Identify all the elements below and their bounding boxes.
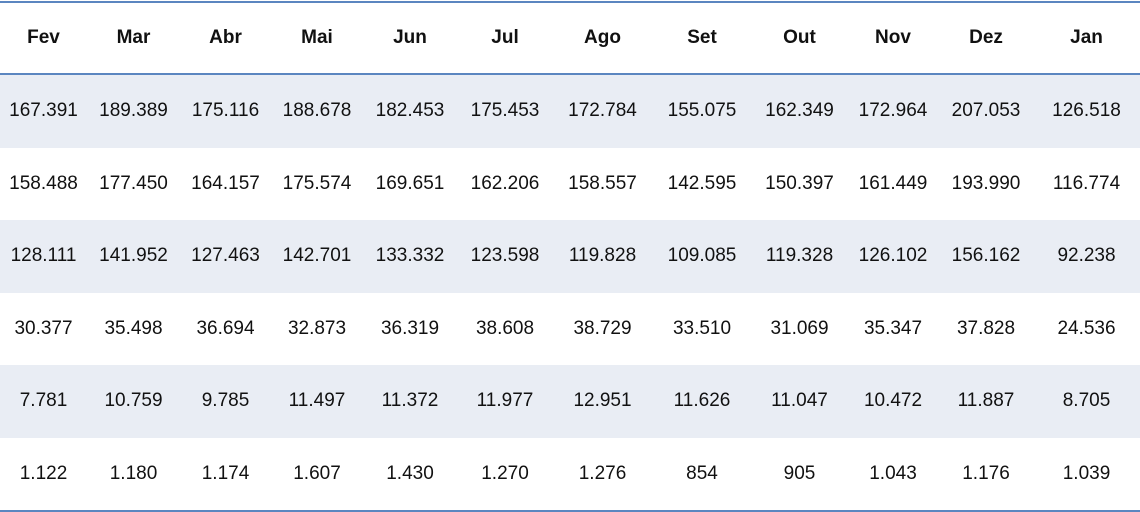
table-cell: 119.828 [553,220,652,293]
column-header: Jun [363,2,457,75]
table-cell: 31.069 [770,317,829,339]
table-cell: 33.510 [672,317,732,339]
table-row: 1.122 1.180 1.174 1.607 1.430 1.270 1.276 854 90… [0,438,1140,512]
table-cell: 126.102 [847,220,939,293]
table-cell: 11.047 [752,365,847,438]
table-row: 128.111 141.952 127.463 142.701 133.332 123.5… [0,220,1140,293]
table-cell: 167.391 [0,74,87,148]
table-cell: 162.206 [470,172,540,194]
table-cell: 30.377 [14,317,73,339]
table-row: 30.377 35.498 36.694 32.873 36.319 38.608 38.7… [0,293,1140,366]
table-cell: 1.122 [19,462,68,484]
table-cell: 150.397 [765,172,834,194]
table-cell: 169.651 [375,172,445,194]
table-cell: 10.759 [87,365,180,438]
table-row: 158.488 177.450 164.157 175.574 169.651 162.2… [0,148,1140,221]
table-cell: 11.626 [652,365,752,438]
table-cell: 24.536 [1057,317,1116,339]
table-cell: 141.952 [87,220,180,293]
table-cell: 10.472 [847,365,939,438]
table-cell: 207.053 [939,74,1033,148]
table-cell: 156.162 [939,220,1033,293]
table-cell: 11.497 [271,365,363,438]
column-header: Jan [1033,2,1140,75]
table-cell: 92.238 [1033,220,1140,293]
table-cell: 155.075 [652,74,752,148]
table-cell: 128.111 [0,220,87,293]
column-header: Dez [939,2,1033,75]
table-cell: 905 [783,462,816,484]
column-header: Fev [0,2,87,75]
table-cell: 1.176 [962,462,1010,484]
table-cell: 162.349 [752,74,847,148]
table-cell: 119.328 [752,220,847,293]
column-header: Nov [847,2,939,75]
table-cell: 182.453 [363,74,457,148]
table-cell: 1.607 [293,462,341,484]
table-cell: 8.705 [1033,365,1140,438]
table-cell: 11.977 [457,365,553,438]
table-cell: 188.678 [271,74,363,148]
table-cell: 189.389 [87,74,180,148]
table-cell: 127.463 [180,220,271,293]
table-cell: 12.951 [553,365,652,438]
table-cell: 1.043 [869,462,917,484]
table-cell: 38.608 [475,317,535,339]
table-cell: 164.157 [191,172,260,194]
table-cell: 1.276 [578,462,627,484]
column-header: Jul [457,2,553,75]
table-cell: 11.372 [363,365,457,438]
table-cell: 36.319 [380,317,440,339]
table-cell: 1.270 [481,462,529,484]
table-cell: 175.574 [282,172,352,194]
table-cell: 1.430 [386,462,434,484]
table-cell: 177.450 [99,172,168,194]
table-cell: 9.785 [180,365,271,438]
table-cell: 36.694 [196,317,255,339]
table-cell: 175.453 [457,74,553,148]
table-cell: 123.598 [457,220,553,293]
table-cell: 126.518 [1033,74,1140,148]
column-header: Ago [553,2,652,75]
table-cell: 172.964 [847,74,939,148]
table-row: 7.781 10.759 9.785 11.497 11.372 11.977 12.951… [0,365,1140,438]
table-cell: 37.828 [956,317,1016,339]
table-cell: 11.887 [939,365,1033,438]
column-header: Out [752,2,847,75]
column-header: Abr [180,2,271,75]
table-cell: 854 [686,462,718,484]
column-header: Mai [271,2,363,75]
table-cell: 175.116 [180,74,271,148]
table-cell: 161.449 [858,172,928,194]
table-cell: 116.774 [1052,172,1121,194]
table-cell: 7.781 [0,365,87,438]
column-header: Mar [87,2,180,75]
table-cell: 35.347 [863,317,923,339]
table-cell: 109.085 [652,220,752,293]
table-cell: 35.498 [104,317,163,339]
table-cell: 133.332 [363,220,457,293]
table-cell: 158.488 [9,172,78,194]
table-cell: 1.174 [201,462,250,484]
table-cell: 1.180 [109,462,158,484]
table-cell: 38.729 [573,317,632,339]
table-cell: 172.784 [553,74,652,148]
header-row: Fev Mar Abr Mai Jun Jul Ago Set Out Nov Dez Jan [0,2,1140,75]
table-cell: 193.990 [951,172,1021,194]
column-header: Set [652,2,752,75]
table-cell: 32.873 [287,317,347,339]
table-cell: 1.039 [1062,462,1111,484]
table-cell: 142.701 [271,220,363,293]
table-cell: 142.595 [667,172,737,194]
table-row: 167.391 189.389 175.116 188.678 182.453 175.4… [0,74,1140,148]
table-cell: 158.557 [568,172,637,194]
